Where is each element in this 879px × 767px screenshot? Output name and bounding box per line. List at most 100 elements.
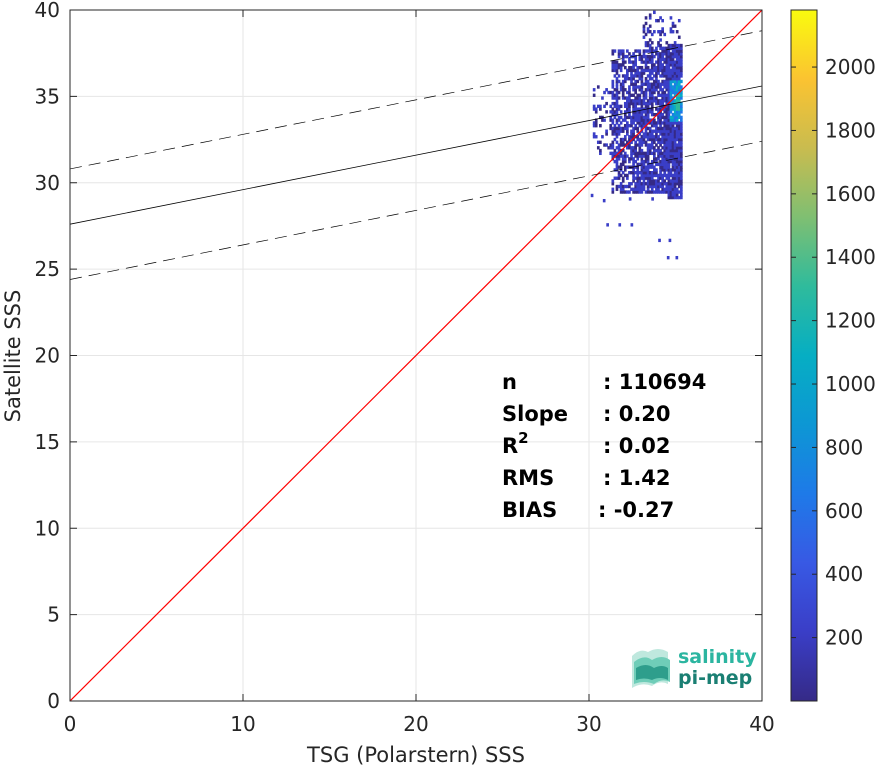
density-cell — [650, 52, 654, 56]
density-cell — [634, 118, 638, 122]
density-cell — [663, 68, 667, 73]
density-cell — [636, 157, 640, 161]
density-cell — [650, 99, 654, 103]
density-cell — [621, 52, 625, 56]
density-cell — [609, 115, 613, 120]
density-cell — [653, 90, 656, 95]
density-cell — [650, 101, 654, 106]
density-cell — [650, 171, 654, 175]
density-cell — [653, 49, 656, 53]
density-cell — [638, 112, 642, 117]
density-cell — [626, 68, 629, 73]
density-cell — [615, 90, 619, 95]
density-cell — [640, 60, 644, 64]
density-cell — [634, 79, 638, 84]
y-axis-title: Satellite SSS — [1, 290, 25, 423]
density-cell — [657, 112, 660, 117]
density-cell — [667, 79, 671, 84]
density-cell — [640, 162, 644, 167]
density-cell — [661, 101, 664, 106]
density-cell — [669, 16, 673, 20]
density-cell — [619, 165, 623, 169]
density-cell — [640, 112, 644, 117]
density-cell — [677, 49, 681, 53]
density-cell — [617, 54, 621, 59]
density-cell — [679, 57, 683, 62]
density-cell — [648, 85, 652, 89]
density-cell — [644, 88, 648, 92]
density-cell — [650, 107, 654, 111]
density-cell — [626, 107, 629, 111]
density-cell — [648, 46, 652, 50]
density-cell — [623, 184, 627, 189]
density-cell — [599, 104, 602, 109]
density-cell — [642, 140, 646, 144]
density-cell — [667, 176, 671, 180]
density-cell — [663, 90, 667, 95]
density-cell — [640, 118, 644, 122]
density-cell — [628, 165, 631, 169]
density-cell — [661, 126, 664, 131]
density-cell — [665, 173, 669, 178]
density-cell — [671, 154, 675, 158]
density-cell — [661, 190, 664, 194]
density-cell — [653, 146, 656, 150]
density-cell — [650, 112, 654, 117]
x-axis-ticks: 0 10 20 30 40 — [64, 10, 775, 736]
x-tick-label: 40 — [749, 712, 774, 736]
density-cell — [617, 118, 621, 122]
density-cell — [661, 168, 664, 172]
density-cell — [653, 68, 656, 73]
density-cell — [667, 71, 671, 75]
density-cell — [630, 99, 633, 103]
density-cell — [679, 143, 683, 147]
density-cell — [642, 35, 646, 39]
density-cell — [657, 137, 660, 142]
density-cell — [655, 99, 658, 103]
density-cell — [671, 193, 675, 197]
density-cell — [638, 182, 642, 186]
density-cell — [669, 104, 673, 109]
density-cell — [613, 132, 617, 136]
density-cell — [671, 176, 675, 180]
density-cell — [636, 187, 640, 191]
density-cell — [669, 96, 673, 100]
density-cell — [675, 115, 679, 120]
density-cell — [644, 135, 648, 139]
density-cell — [613, 137, 617, 142]
density-cell — [677, 82, 681, 86]
density-cell — [623, 65, 627, 70]
density-cell — [671, 126, 675, 131]
density-cell — [679, 49, 683, 53]
density-cell — [650, 162, 654, 167]
density-cell — [615, 82, 619, 86]
density-cell — [650, 46, 654, 50]
density-cell — [675, 85, 679, 89]
density-cell — [667, 77, 671, 81]
density-cell — [623, 159, 627, 164]
density-cell — [671, 173, 675, 178]
density-cell — [644, 68, 648, 73]
density-cell — [609, 124, 613, 128]
density-cell — [665, 159, 669, 164]
density-cell — [648, 60, 652, 64]
density-cell — [646, 184, 650, 189]
density-cell — [677, 63, 681, 67]
density-cell — [657, 101, 660, 106]
density-cell — [592, 135, 596, 139]
density-cell — [671, 85, 675, 89]
density-cell — [679, 107, 683, 111]
density-cell — [646, 154, 650, 158]
density-cell — [677, 124, 681, 128]
density-cell — [669, 71, 673, 75]
density-cell — [648, 165, 652, 169]
density-cell — [657, 187, 660, 191]
density-cell — [630, 182, 633, 186]
density-cell — [648, 101, 652, 106]
density-cell — [613, 49, 617, 53]
density-cell — [657, 182, 660, 186]
density-cell — [663, 82, 667, 86]
density-cell — [665, 101, 669, 106]
density-cell — [644, 63, 648, 67]
density-cell — [667, 96, 671, 100]
